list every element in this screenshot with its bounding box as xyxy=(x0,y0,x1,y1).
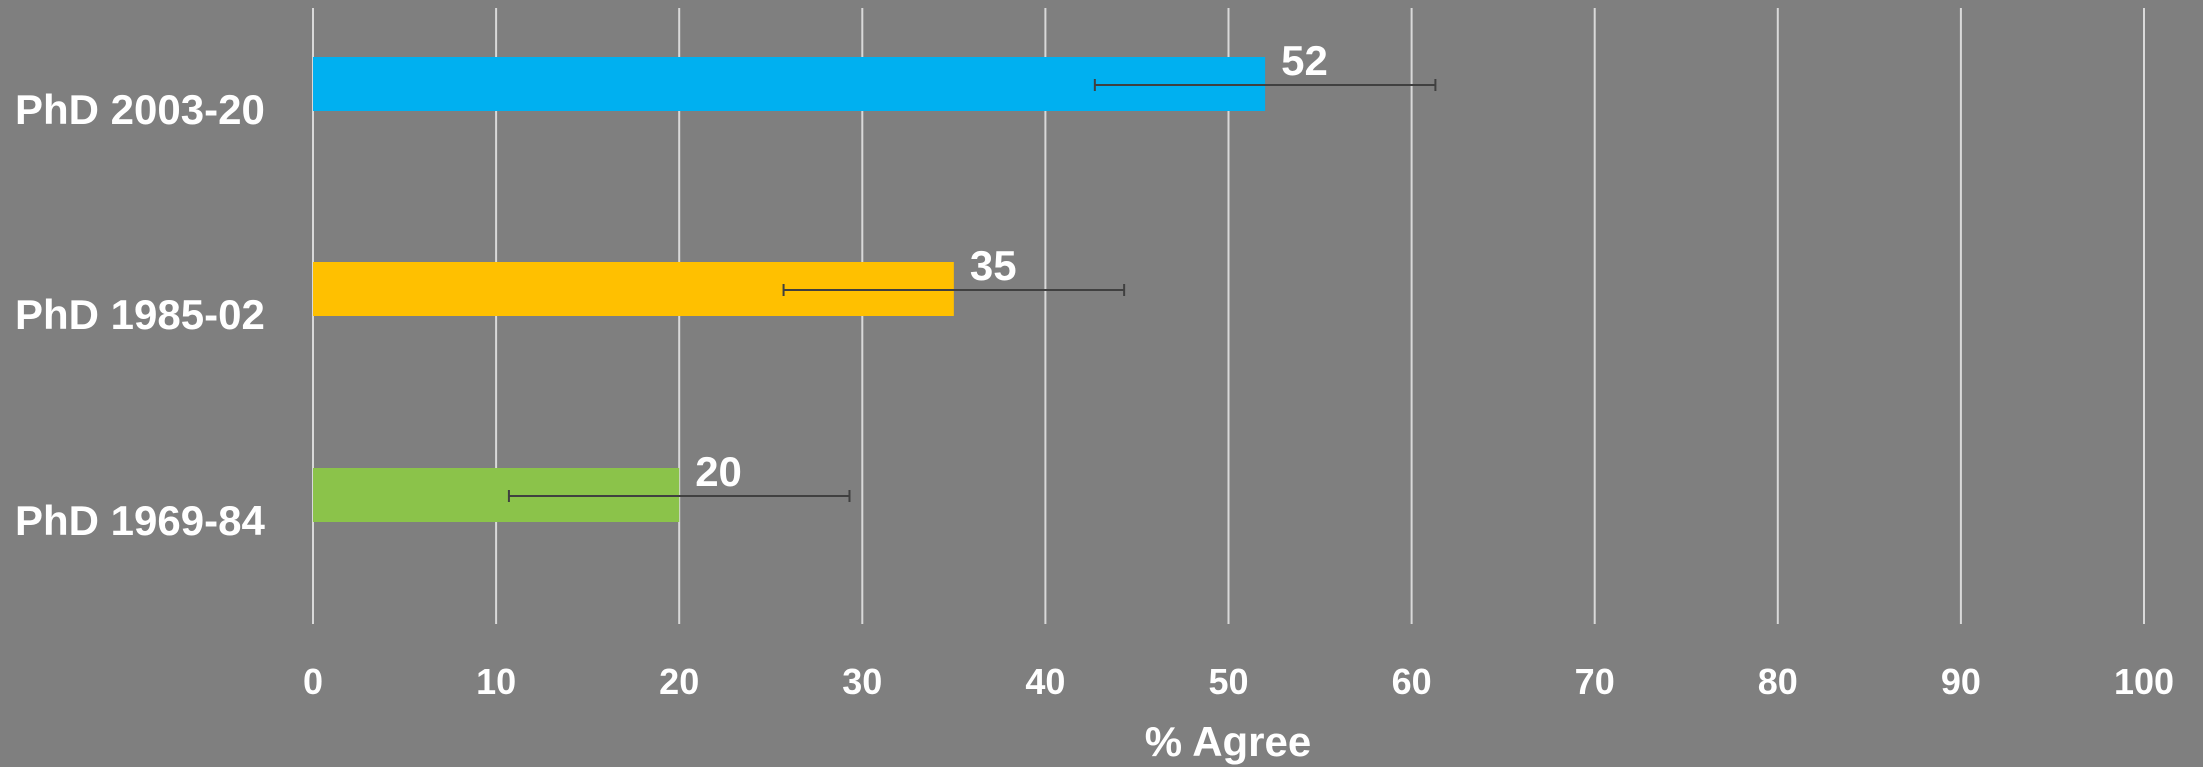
x-tick-label: 50 xyxy=(1208,661,1248,702)
x-tick-label: 0 xyxy=(303,661,323,702)
category-label: PhD 1985-02 xyxy=(15,291,265,338)
data-label: 52 xyxy=(1281,37,1328,84)
x-tick-label: 90 xyxy=(1941,661,1981,702)
x-tick-label: 40 xyxy=(1025,661,1065,702)
x-tick-label: 70 xyxy=(1575,661,1615,702)
x-tick-label: 30 xyxy=(842,661,882,702)
x-tick-label: 60 xyxy=(1392,661,1432,702)
x-tick-label: 80 xyxy=(1758,661,1798,702)
category-label: PhD 2003-20 xyxy=(15,86,265,133)
category-labels: PhD 2003-20 PhD 1985-02 PhD 1969-84 xyxy=(15,86,265,544)
x-tick-label: 20 xyxy=(659,661,699,702)
x-tick-labels: 0 10 20 30 40 50 60 70 80 90 100 xyxy=(303,661,2174,702)
data-label: 20 xyxy=(695,448,742,495)
x-tick-label: 100 xyxy=(2114,661,2174,702)
error-bars xyxy=(507,79,1437,502)
data-labels: 52 35 20 xyxy=(695,37,1328,495)
category-label: PhD 1969-84 xyxy=(15,497,265,544)
x-tick-label: 10 xyxy=(476,661,516,702)
data-label: 35 xyxy=(970,242,1017,289)
x-axis-title: % Agree xyxy=(1145,718,1312,765)
